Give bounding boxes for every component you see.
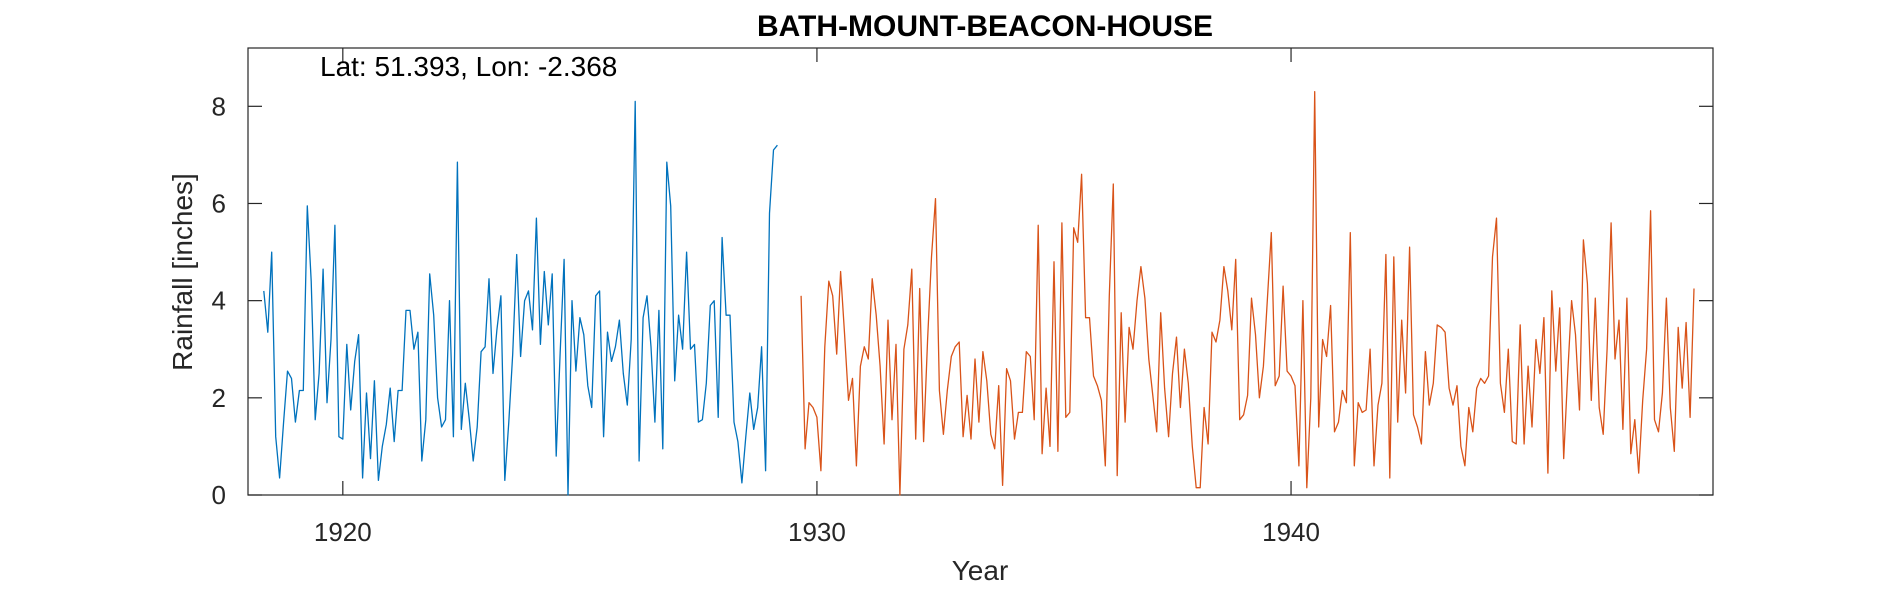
plot-area-frame <box>247 47 1714 496</box>
x-tick-label: 1940 <box>1262 517 1320 547</box>
y-tick-label: 4 <box>212 286 226 316</box>
x-axis-label: Year <box>952 555 1009 586</box>
axis-ticks <box>248 48 1713 496</box>
x-tick-label: 1930 <box>788 517 846 547</box>
y-tick-label: 2 <box>212 383 226 413</box>
series-lines <box>263 91 1695 496</box>
tick-labels: 1920 1930 1940 0 2 4 6 8 <box>212 91 1320 547</box>
rainfall-series-line <box>800 91 1695 496</box>
x-tick-label: 1920 <box>314 517 372 547</box>
y-tick-label: 0 <box>212 480 226 510</box>
y-tick-label: 6 <box>212 188 226 218</box>
rainfall-series-line <box>263 100 778 496</box>
location-annotation: Lat: 51.393, Lon: -2.368 <box>320 51 617 82</box>
y-axis-label: Rainfall [inches] <box>167 173 198 371</box>
chart-title: BATH-MOUNT-BEACON-HOUSE <box>757 10 1213 43</box>
y-tick-label: 8 <box>212 91 226 121</box>
